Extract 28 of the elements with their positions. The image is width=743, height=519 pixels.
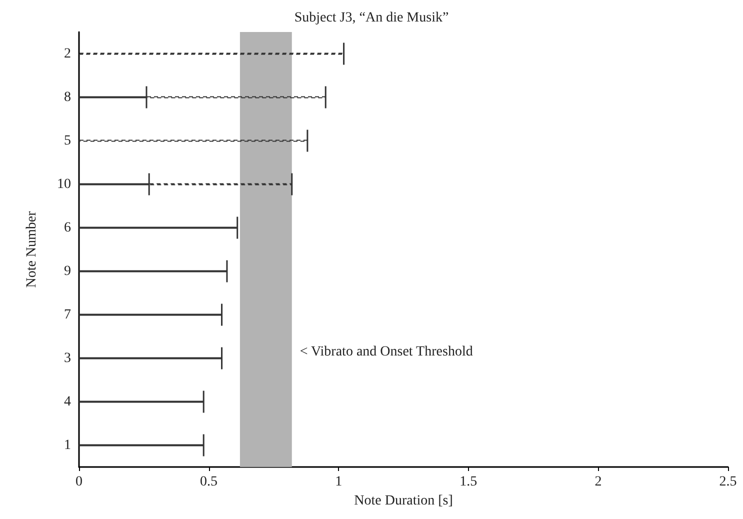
chart-title: Subject J3, “An die Musik” <box>294 10 449 26</box>
y-tick-label: 9 <box>64 264 71 279</box>
y-tick-label: 3 <box>64 350 71 366</box>
y-tick-label: 5 <box>64 133 71 148</box>
bar <box>79 140 308 142</box>
y-tick-label: 1 <box>64 438 71 453</box>
x-axis-title: Note Duration [s] <box>354 493 453 508</box>
x-tick-label: 2 <box>594 474 602 490</box>
bar <box>79 226 238 229</box>
y-axis-title: Note Number <box>24 210 40 288</box>
x-tick-label: 1.5 <box>460 474 478 490</box>
y-tick-label: 4 <box>64 394 71 410</box>
bar <box>79 314 222 316</box>
x-tick-label: 2.5 <box>719 474 737 490</box>
y-tick-label: 8 <box>64 90 71 105</box>
band-label: < Vibrato and Onset Threshold <box>300 344 473 360</box>
bar <box>79 270 227 272</box>
bar <box>79 400 204 403</box>
y-tick-label: 2 <box>64 46 71 62</box>
x-tick-label: 0 <box>76 474 82 490</box>
x-tick-label: 1 <box>335 474 342 490</box>
y-tick-label: 6 <box>64 220 71 236</box>
bar <box>79 357 222 360</box>
bar <box>79 444 204 446</box>
y-tick-label: 10 <box>57 176 71 192</box>
bar <box>79 52 344 55</box>
y-tick-label: 7 <box>64 307 71 322</box>
x-tick-label: 0.5 <box>200 474 218 490</box>
